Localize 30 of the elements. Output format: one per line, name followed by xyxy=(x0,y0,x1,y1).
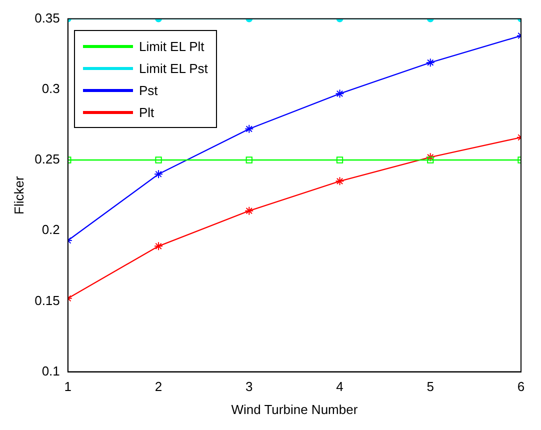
y-tick-label: 0.35 xyxy=(34,10,60,26)
legend-label: Limit EL Pst xyxy=(139,60,208,76)
legend-label: Pst xyxy=(139,82,158,98)
point xyxy=(244,124,254,134)
point xyxy=(154,170,164,179)
point xyxy=(427,156,434,164)
x-axis-title: Wind Turbine Number xyxy=(231,402,358,417)
legend-label: Plt xyxy=(139,104,154,120)
x-tick-label: 6 xyxy=(517,379,525,394)
point xyxy=(335,176,344,186)
x-tick-label: 2 xyxy=(154,379,162,394)
x-tick-label: 1 xyxy=(64,379,72,394)
legend-label: Limit EL Plt xyxy=(139,38,204,54)
x-tick-label: 3 xyxy=(246,379,253,394)
x-tick-label: 5 xyxy=(426,379,434,394)
point xyxy=(244,206,254,216)
point xyxy=(336,156,344,164)
x-tick-label: 4 xyxy=(336,379,344,394)
y-tick-label: 0.15 xyxy=(34,292,60,308)
y-tick-label: 0.25 xyxy=(34,152,60,167)
y-tick-label: 0.3 xyxy=(42,80,60,96)
point xyxy=(155,156,162,164)
point xyxy=(426,58,435,68)
y-tick-label: 0.2 xyxy=(42,222,60,238)
y-axis-title: Flicker xyxy=(11,175,26,214)
y-tick-label: 0.1 xyxy=(42,363,60,378)
point xyxy=(426,152,435,162)
point xyxy=(154,242,164,251)
point xyxy=(335,89,344,98)
point xyxy=(246,156,252,164)
